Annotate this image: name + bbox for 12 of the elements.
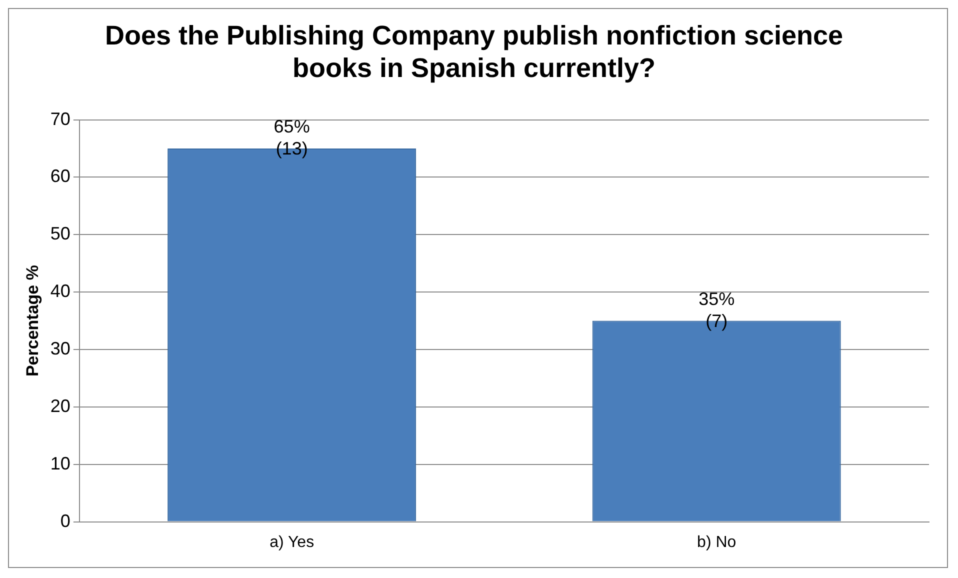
y-tick-label: 60 [50,166,70,186]
y-tick-label: 50 [50,224,70,244]
y-tick-label: 20 [50,396,70,416]
y-tick-label: 30 [50,338,70,358]
chart-title: Does the Publishing Company publish nonfiction science books in Spanish currently? [104,20,844,84]
y-tick-label: 70 [50,108,70,129]
y-tick-label: 10 [50,453,70,474]
y-axis-title: Percentage % [22,265,42,377]
y-tick-label: 40 [50,281,70,302]
x-tick-label: b) No [697,534,736,551]
y-tick-label: 0 [60,510,70,531]
x-tick-label: a) Yes [270,534,314,551]
